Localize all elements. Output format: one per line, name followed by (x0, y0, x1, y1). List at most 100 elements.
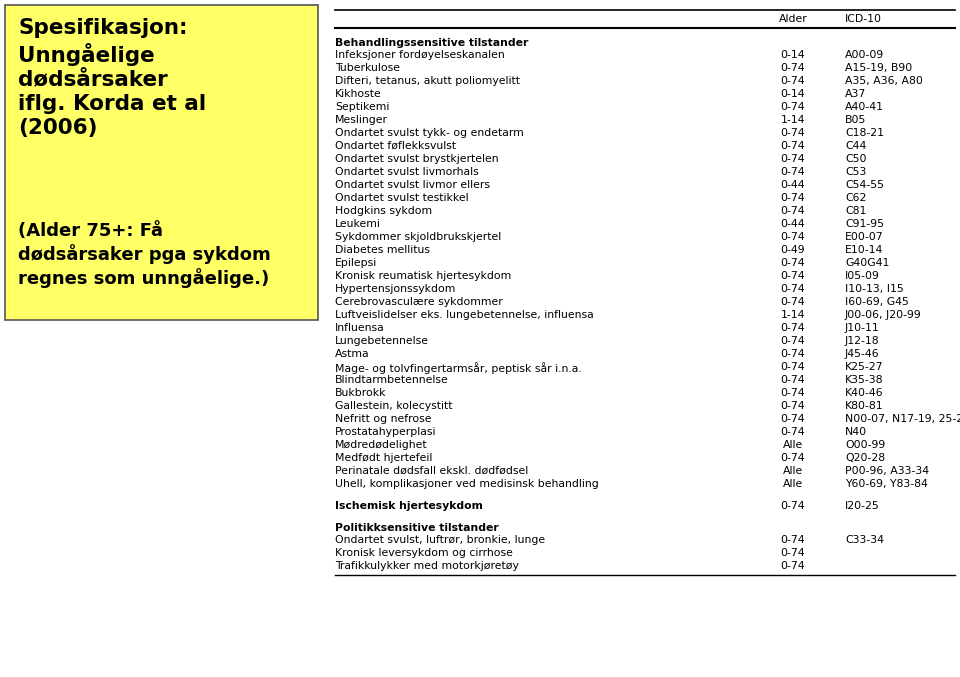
Text: A15-19, B90: A15-19, B90 (845, 63, 912, 72)
Text: Cerebrovasculære sykdommer: Cerebrovasculære sykdommer (335, 297, 503, 307)
Text: 0-74: 0-74 (780, 297, 805, 307)
Text: B05: B05 (845, 114, 866, 125)
Text: N40: N40 (845, 427, 867, 437)
Text: K80-81: K80-81 (845, 401, 883, 411)
Text: Ondartet svulst livmorhals: Ondartet svulst livmorhals (335, 167, 479, 177)
Text: 0-74: 0-74 (780, 349, 805, 359)
Text: 0-74: 0-74 (780, 561, 805, 571)
Text: J00-06, J20-99: J00-06, J20-99 (845, 309, 922, 320)
Text: I10-13, I15: I10-13, I15 (845, 284, 903, 294)
Text: 0-74: 0-74 (780, 258, 805, 267)
Text: 0-74: 0-74 (780, 388, 805, 397)
Text: C33-34: C33-34 (845, 535, 884, 544)
Text: A37: A37 (845, 89, 866, 99)
Text: K40-46: K40-46 (845, 388, 883, 397)
Text: Prostatahyperplasi: Prostatahyperplasi (335, 427, 437, 437)
Text: 0-74: 0-74 (780, 154, 805, 164)
Text: Epilepsi: Epilepsi (335, 258, 377, 267)
Text: 0-74: 0-74 (780, 323, 805, 332)
Text: Meslinger: Meslinger (335, 114, 388, 125)
FancyBboxPatch shape (5, 5, 318, 320)
Text: C44: C44 (845, 141, 866, 151)
Text: Nefritt og nefrose: Nefritt og nefrose (335, 414, 431, 424)
Text: O00-99: O00-99 (845, 439, 885, 450)
Text: 0-74: 0-74 (780, 232, 805, 242)
Text: Ondartet svulst brystkjertelen: Ondartet svulst brystkjertelen (335, 154, 498, 164)
Text: C50: C50 (845, 154, 867, 164)
Text: 0-74: 0-74 (780, 548, 805, 558)
Text: Alder: Alder (779, 14, 807, 24)
Text: Q20-28: Q20-28 (845, 453, 885, 462)
Text: C81: C81 (845, 206, 866, 216)
Text: Diabetes mellitus: Diabetes mellitus (335, 244, 430, 255)
Text: Kronisk leversykdom og cirrhose: Kronisk leversykdom og cirrhose (335, 548, 513, 558)
Text: ICD-10: ICD-10 (845, 14, 882, 24)
Text: Kikhoste: Kikhoste (335, 89, 382, 99)
Text: 0-74: 0-74 (780, 206, 805, 216)
Text: 0-74: 0-74 (780, 501, 805, 511)
Text: Ondartet svulst testikkel: Ondartet svulst testikkel (335, 193, 468, 202)
Text: J45-46: J45-46 (845, 349, 879, 359)
Text: Influensa: Influensa (335, 323, 385, 332)
Text: Ondartet svulst livmor ellers: Ondartet svulst livmor ellers (335, 179, 490, 190)
Text: Luftveislidelser eks. lungebetennelse, influensa: Luftveislidelser eks. lungebetennelse, i… (335, 309, 593, 320)
Text: 0-74: 0-74 (780, 336, 805, 346)
Text: 0-74: 0-74 (780, 63, 805, 72)
Text: Ischemisk hjertesykdom: Ischemisk hjertesykdom (335, 501, 483, 511)
Text: Mødredødelighet: Mødredødelighet (335, 439, 427, 450)
Text: Uhell, komplikasjoner ved medisinsk behandling: Uhell, komplikasjoner ved medisinsk beha… (335, 479, 599, 489)
Text: 0-74: 0-74 (780, 535, 805, 544)
Text: C53: C53 (845, 167, 866, 177)
Text: C62: C62 (845, 193, 866, 202)
Text: N00-07, N17-19, 25-27: N00-07, N17-19, 25-27 (845, 414, 960, 424)
Text: Ondartet svulst tykk- og endetarm: Ondartet svulst tykk- og endetarm (335, 128, 524, 137)
Text: 0-49: 0-49 (780, 244, 805, 255)
Text: Medfødt hjertefeil: Medfødt hjertefeil (335, 453, 432, 462)
Text: K25-27: K25-27 (845, 362, 883, 372)
Text: 0-74: 0-74 (780, 284, 805, 294)
Text: E10-14: E10-14 (845, 244, 883, 255)
Text: Septikemi: Septikemi (335, 102, 390, 112)
Text: 0-74: 0-74 (780, 414, 805, 424)
Text: A00-09: A00-09 (845, 49, 884, 60)
Text: Alle: Alle (782, 479, 804, 489)
Text: 0-74: 0-74 (780, 374, 805, 385)
Text: P00-96, A33-34: P00-96, A33-34 (845, 466, 929, 476)
Text: Trafikkulykker med motorkjøretøy: Trafikkulykker med motorkjøretøy (335, 561, 518, 571)
Text: Leukemi: Leukemi (335, 219, 381, 229)
Text: C91-95: C91-95 (845, 219, 884, 229)
Text: (Alder 75+: Få
dødsårsaker pga sykdom
regnes som unngåelige.): (Alder 75+: Få dødsårsaker pga sykdom re… (18, 222, 271, 288)
Text: Lungebetennelse: Lungebetennelse (335, 336, 429, 346)
Text: Ondartet føflekksvulst: Ondartet føflekksvulst (335, 141, 456, 151)
Text: Hodgkins sykdom: Hodgkins sykdom (335, 206, 432, 216)
Text: Gallestein, kolecystitt: Gallestein, kolecystitt (335, 401, 452, 411)
Text: Spesifikasjon:
Unngåelige
dødsårsaker
iflg. Korda et al
(2006): Spesifikasjon: Unngåelige dødsårsaker if… (18, 18, 206, 137)
Text: 0-74: 0-74 (780, 427, 805, 437)
Text: 0-74: 0-74 (780, 193, 805, 202)
Text: 0-14: 0-14 (780, 89, 805, 99)
Text: 0-74: 0-74 (780, 453, 805, 462)
Text: G40G41: G40G41 (845, 258, 889, 267)
Text: J10-11: J10-11 (845, 323, 879, 332)
Text: 0-74: 0-74 (780, 102, 805, 112)
Text: 0-74: 0-74 (780, 362, 805, 372)
Text: A35, A36, A80: A35, A36, A80 (845, 76, 923, 86)
Text: I60-69, G45: I60-69, G45 (845, 297, 909, 307)
Text: Alle: Alle (782, 466, 804, 476)
Text: I05-09: I05-09 (845, 271, 880, 281)
Text: 0-74: 0-74 (780, 141, 805, 151)
Text: 0-44: 0-44 (780, 179, 805, 190)
Text: 0-74: 0-74 (780, 401, 805, 411)
Text: Alle: Alle (782, 439, 804, 450)
Text: Bukbrokk: Bukbrokk (335, 388, 387, 397)
Text: 0-74: 0-74 (780, 167, 805, 177)
Text: I20-25: I20-25 (845, 501, 879, 511)
Text: 0-14: 0-14 (780, 49, 805, 60)
Text: Ondartet svulst, luftrør, bronkie, lunge: Ondartet svulst, luftrør, bronkie, lunge (335, 535, 545, 544)
Text: 0-74: 0-74 (780, 76, 805, 86)
Text: 0-74: 0-74 (780, 271, 805, 281)
Text: Difteri, tetanus, akutt poliomyelitt: Difteri, tetanus, akutt poliomyelitt (335, 76, 520, 86)
Text: 1-14: 1-14 (780, 309, 805, 320)
Text: Mage- og tolvfingertarmsår, peptisk sår i.n.a.: Mage- og tolvfingertarmsår, peptisk sår … (335, 362, 582, 374)
Text: C54-55: C54-55 (845, 179, 884, 190)
